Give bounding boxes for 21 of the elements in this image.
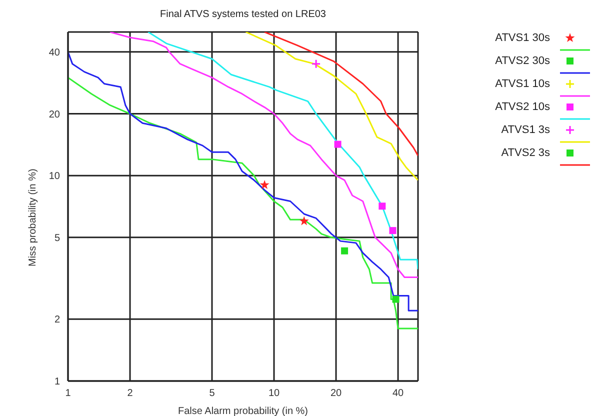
x-tick-label: 20 xyxy=(330,388,342,400)
y-tick-label: 20 xyxy=(48,109,60,120)
legend-label: ATVS2 30s xyxy=(495,55,550,67)
x-tick-label: 2 xyxy=(127,388,134,400)
y-axis-title: Miss probability (in %) xyxy=(28,168,39,266)
legend-label: ATVS2 3s xyxy=(501,147,550,159)
y-tick-label: 2 xyxy=(54,314,60,326)
y-tick-label: 1 xyxy=(54,376,60,388)
legend-label: ATVS2 10s xyxy=(495,101,550,113)
y-tick-label: 10 xyxy=(48,171,60,182)
legend-label: ATVS1 30s xyxy=(495,32,550,44)
x-axis-title: False Alarm probability (in %) xyxy=(178,406,308,416)
x-tick-label: 1 xyxy=(65,388,72,400)
y-tick-label: 40 xyxy=(48,47,60,58)
legend-label: ATVS1 10s xyxy=(495,78,550,90)
x-tick-label: 40 xyxy=(392,388,404,400)
x-tick-label: 5 xyxy=(209,388,216,400)
y-tick-label: 5 xyxy=(54,232,60,244)
legend-label: ATVS1 3s xyxy=(501,124,550,136)
x-tick-label: 10 xyxy=(268,388,280,400)
chart-title: Final ATVS systems tested on LRE03 xyxy=(158,9,327,20)
